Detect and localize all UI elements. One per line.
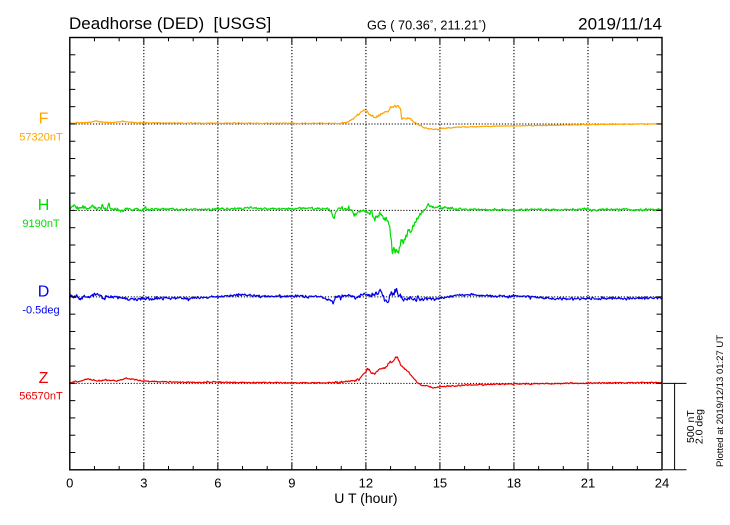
svg-text:GG ( 70.36°, 211.21°): GG ( 70.36°, 211.21°): [367, 19, 486, 33]
svg-text:9190nT: 9190nT: [22, 218, 60, 230]
svg-text:12: 12: [359, 476, 373, 491]
svg-text:6: 6: [214, 476, 221, 491]
svg-text:500 nT: 500 nT: [685, 410, 697, 443]
svg-text:0: 0: [66, 476, 73, 491]
svg-text:2019/11/14: 2019/11/14: [578, 14, 662, 33]
svg-text:15: 15: [433, 476, 447, 491]
svg-text:24: 24: [655, 476, 669, 491]
svg-text:3: 3: [140, 476, 147, 491]
svg-text:56570nT: 56570nT: [19, 391, 63, 403]
svg-text:21: 21: [581, 476, 595, 491]
svg-text:D: D: [38, 284, 50, 301]
svg-text:2.0 deg: 2.0 deg: [694, 409, 706, 444]
svg-text:9: 9: [288, 476, 295, 491]
svg-text:U T (hour): U T (hour): [334, 490, 397, 506]
svg-text:18: 18: [507, 476, 521, 491]
svg-text:-0.5deg: -0.5deg: [22, 304, 59, 316]
svg-text:Deadhorse (DED) [USGS]: Deadhorse (DED) [USGS]: [69, 14, 271, 33]
svg-text:Z: Z: [39, 370, 49, 387]
svg-text:57320nT: 57320nT: [19, 131, 63, 143]
svg-text:H: H: [38, 197, 50, 214]
svg-text:F: F: [39, 111, 49, 128]
svg-text:Plotted at 2019/12/13 01:27 UT: Plotted at 2019/12/13 01:27 UT: [715, 335, 726, 467]
